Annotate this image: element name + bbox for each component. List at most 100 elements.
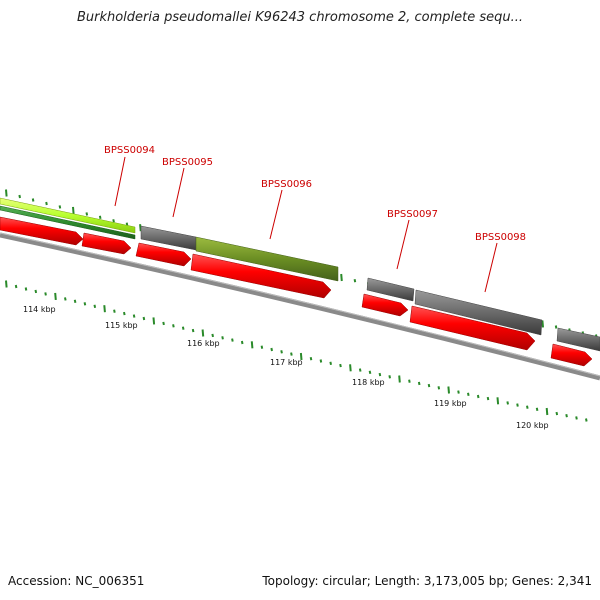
gene-callouts — [114, 156, 498, 293]
bottom-tick-minor-tick — [123, 311, 126, 316]
gene-label-group: BPSS0094 BPSS0095 BPSS0096 BPSS0097 BPSS… — [104, 145, 526, 243]
bottom-tick-major-tick — [349, 364, 352, 372]
gene-label-bpss0094[interactable]: BPSS0094 — [104, 145, 155, 156]
bottom-tick-minor-tick — [329, 361, 332, 365]
scale-label-118kbp: 118 kbp — [352, 378, 385, 387]
gene-features — [0, 197, 600, 367]
bottom-tick-minor-tick — [142, 316, 146, 321]
bottom-tick-minor-tick — [417, 381, 421, 386]
bottom-tick-minor-tick — [378, 372, 382, 377]
bottom-tick-minor-tick — [172, 324, 175, 328]
gene-label-bpss0097[interactable]: BPSS0097 — [387, 209, 438, 220]
top-tick-minor-tick — [31, 198, 35, 202]
gene-feature-lime[interactable] — [0, 197, 136, 234]
top-tick-major-tick — [541, 320, 544, 328]
bottom-tick-minor-tick — [181, 326, 185, 330]
bottom-tick-minor-tick — [319, 359, 323, 363]
top-tick-minor-tick — [98, 215, 102, 219]
bottom-tick-minor-tick — [467, 392, 470, 396]
bottom-tick-major-tick — [5, 280, 8, 288]
genome-backbone-highlight — [0, 232, 600, 377]
gene-feature-darkgreen[interactable] — [0, 205, 136, 240]
gene-label-bpss0098[interactable]: BPSS0098 — [475, 232, 526, 243]
bottom-tick-minor-tick — [162, 321, 165, 326]
scale-label-119kbp: 119 kbp — [434, 399, 467, 408]
top-tick-major-tick — [5, 189, 8, 197]
bottom-tick-minor-tick — [93, 304, 97, 308]
bottom-tick-minor-tick — [64, 297, 67, 301]
gene-arrow-red-1[interactable] — [0, 216, 84, 246]
top-tick-major-tick — [72, 206, 75, 214]
sequence-title: Burkholderia pseudomallei K96243 chromos… — [76, 10, 524, 25]
bottom-tick-minor-tick — [231, 338, 234, 342]
accession-text: Accession: NC_006351 — [8, 574, 145, 588]
gene-arrow-red-edge[interactable] — [550, 343, 593, 367]
bottom-tick-minor-tick — [83, 302, 87, 306]
top-tick-minor-tick — [18, 194, 21, 199]
gene-arrow-bpss0094[interactable] — [81, 232, 132, 255]
bottom-tick-minor-tick — [388, 375, 391, 379]
bottom-tick-minor-tick — [368, 370, 372, 374]
top-tick-minor-tick — [112, 219, 115, 223]
top-tick-minor-tick — [554, 325, 558, 329]
gene-arrow-bpss0096[interactable] — [190, 253, 332, 299]
scale-label-116kbp: 116 kbp — [187, 339, 220, 348]
bottom-tick-major-tick — [299, 352, 303, 361]
genome-backbone — [0, 232, 600, 381]
gene-label-bpss0096[interactable]: BPSS0096 — [261, 179, 312, 190]
bottom-tick-minor-tick — [221, 336, 224, 340]
callout-line-bpss0096 — [269, 189, 283, 240]
top-tick-minor-tick — [58, 205, 62, 209]
callout-line-bpss0098 — [484, 242, 498, 293]
bottom-tick-minor-tick — [585, 418, 588, 422]
callout-line-bpss0094 — [114, 156, 126, 207]
gene-feature-bpss0098-gray[interactable] — [414, 289, 543, 336]
top-tick-minor-tick — [353, 279, 357, 283]
topology-stats-text: Topology: circular; Length: 3,173,005 bp… — [262, 574, 592, 588]
scale-label-120kbp: 120 kbp — [516, 421, 549, 430]
bottom-tick-minor-tick — [290, 352, 293, 356]
gene-arrow-bpss0095[interactable] — [135, 242, 192, 267]
bottom-tick-minor-tick — [427, 383, 431, 388]
bottom-tick-minor-tick — [44, 292, 47, 296]
gene-feature-bpss0096-olive[interactable] — [195, 236, 339, 282]
bottom-tick-minor-tick — [516, 403, 519, 407]
bottom-tick-minor-tick — [260, 345, 264, 349]
scale-label-115kbp: 115 kbp — [105, 321, 138, 330]
scale-label-114kbp: 114 kbp — [23, 305, 56, 314]
callout-line-bpss0095 — [172, 167, 185, 218]
bottom-tick-major-tick — [201, 329, 205, 337]
bottom-tick-minor-tick — [437, 386, 441, 390]
bottom-tick-minor-tick — [555, 411, 559, 416]
tick-row-bottom — [5, 280, 588, 422]
bottom-tick-minor-tick — [240, 340, 244, 345]
bottom-tick-minor-tick — [309, 357, 313, 361]
top-tick-minor-tick — [85, 212, 89, 216]
bottom-tick-major-tick — [54, 292, 57, 300]
gene-label-bpss0095[interactable]: BPSS0095 — [162, 157, 213, 168]
bottom-tick-minor-tick — [211, 333, 214, 338]
gene-arrow-bpss0098[interactable] — [409, 305, 536, 351]
gene-arrow-bpss0097[interactable] — [361, 293, 409, 317]
bottom-tick-major-tick — [447, 386, 450, 394]
bottom-tick-minor-tick — [113, 309, 116, 313]
bottom-tick-minor-tick — [132, 314, 136, 318]
bottom-tick-minor-tick — [506, 401, 509, 405]
bottom-tick-minor-tick — [535, 407, 539, 411]
bottom-tick-minor-tick — [358, 368, 362, 372]
bottom-tick-major-tick — [545, 407, 549, 416]
gene-feature-bpss0097-gray[interactable] — [366, 277, 415, 302]
bottom-tick-minor-tick — [408, 379, 411, 383]
bottom-tick-minor-tick — [457, 390, 460, 394]
bottom-tick-minor-tick — [280, 350, 283, 354]
bottom-tick-major-tick — [103, 305, 106, 313]
callout-line-bpss0097 — [396, 219, 410, 270]
top-tick-major-tick — [340, 273, 343, 282]
gene-feature-gray-edge[interactable] — [556, 327, 600, 352]
top-tick-minor-tick — [45, 201, 48, 206]
bottom-tick-minor-tick — [14, 284, 18, 289]
bottom-tick-major-tick — [496, 397, 500, 405]
scale-label-117kbp: 117 kbp — [270, 358, 303, 367]
bottom-tick-minor-tick — [24, 287, 28, 291]
